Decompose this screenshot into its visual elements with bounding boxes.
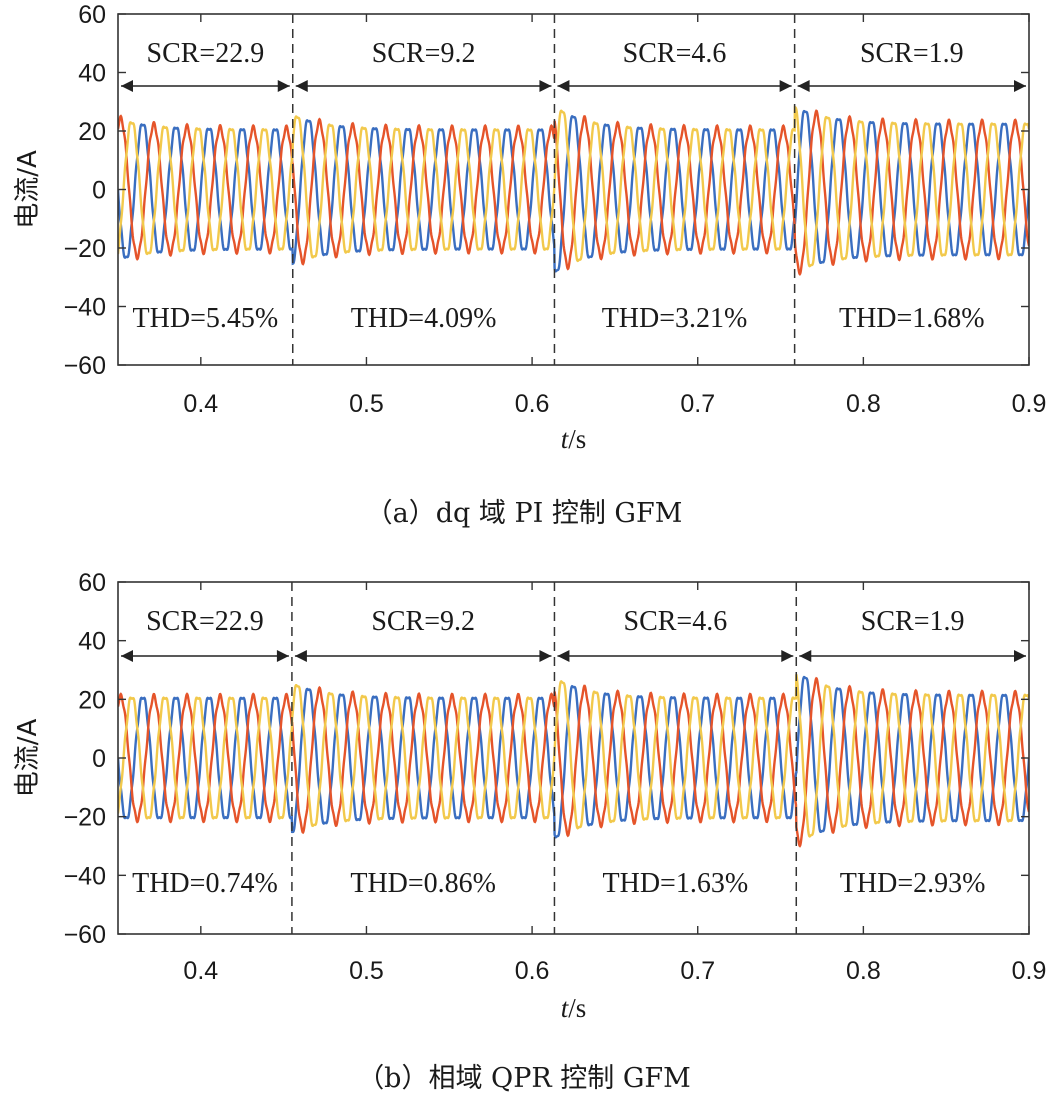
- scr-label: SCR=1.9: [860, 38, 964, 69]
- arrowhead-left: [797, 80, 810, 92]
- x-tick-label: 0.8: [846, 957, 881, 985]
- figure-caption: （a）dq 域 PI 控制 GFM: [366, 498, 683, 529]
- y-tick-label: −60: [64, 921, 106, 949]
- series-phase-yellow: [118, 674, 1029, 838]
- y-axis-label: 电流/A: [13, 150, 43, 229]
- y-tick-label: −20: [64, 235, 106, 263]
- arrowhead-left: [557, 650, 570, 662]
- thd-label: THD=3.21%: [602, 303, 748, 334]
- y-tick-label: −40: [64, 294, 106, 322]
- scr-label: SCR=22.9: [146, 606, 264, 637]
- scr-label: SCR=1.9: [861, 606, 965, 637]
- x-axis-label: t/s: [561, 424, 587, 454]
- scr-label: SCR=9.2: [371, 606, 475, 637]
- x-tick-label: 0.9: [1012, 390, 1047, 418]
- y-tick-label: 0: [92, 177, 106, 205]
- series-phase-yellow: [118, 105, 1029, 268]
- x-tick-label: 0.4: [183, 957, 218, 985]
- arrowhead-right: [277, 80, 290, 92]
- y-axis-label: 电流/A: [13, 719, 43, 798]
- x-axis-label: t/s: [561, 993, 587, 1023]
- thd-label: THD=5.45%: [133, 303, 279, 334]
- arrowhead-left: [799, 650, 812, 662]
- arrowhead-left: [295, 80, 308, 92]
- arrowhead-right: [539, 80, 552, 92]
- x-tick-label: 0.5: [349, 390, 384, 418]
- scr-label: SCR=9.2: [372, 38, 476, 69]
- y-tick-label: 60: [78, 1, 106, 29]
- waveform-traces: [118, 105, 1029, 276]
- arrowhead-right: [781, 650, 794, 662]
- x-tick-label: 0.7: [680, 390, 715, 418]
- scr-label: SCR=4.6: [623, 38, 727, 69]
- x-tick-label: 0.9: [1012, 957, 1047, 985]
- y-tick-label: 0: [92, 745, 106, 773]
- thd-label: THD=4.09%: [351, 303, 497, 334]
- y-tick-label: −60: [64, 352, 106, 380]
- arrowhead-right: [1014, 650, 1026, 662]
- arrowhead-right: [779, 80, 792, 92]
- x-tick-label: 0.6: [515, 390, 550, 418]
- y-tick-label: 20: [78, 686, 106, 714]
- waveform-traces: [118, 674, 1029, 848]
- arrowhead-right: [276, 650, 289, 662]
- scr-label: SCR=22.9: [147, 38, 265, 69]
- arrowhead-left: [294, 650, 307, 662]
- thd-label: THD=1.63%: [603, 868, 749, 899]
- thd-label: THD=2.93%: [840, 868, 986, 899]
- y-tick-label: −40: [64, 862, 106, 890]
- thd-label: THD=0.86%: [350, 868, 496, 899]
- figure-caption: （b）相域 QPR 控制 GFM: [357, 1063, 691, 1094]
- chart-panel-a: 60 40 20 0 −20 −40 −60 0.4 0.5 0.6 0.7 0.8 0.9 电流/A t/…: [13, 1, 1046, 529]
- y-tick-label: 40: [78, 628, 106, 656]
- thd-label: THD=0.74%: [132, 868, 278, 899]
- thd-label: THD=1.68%: [839, 303, 985, 334]
- y-tick-label: 20: [78, 118, 106, 146]
- arrowhead-left: [121, 650, 133, 662]
- arrowhead-left: [121, 80, 133, 92]
- x-tick-label: 0.8: [846, 390, 881, 418]
- arrowhead-right: [539, 650, 552, 662]
- x-tick-label: 0.6: [515, 957, 550, 985]
- x-tick-label: 0.5: [349, 957, 384, 985]
- chart-panel-b: 60 40 20 0 −20 −40 −60 0.4 0.5 0.6 0.7 0.8 0.9 电流/A t/…: [13, 569, 1046, 1094]
- x-tick-label: 0.7: [680, 957, 715, 985]
- y-tick-label: 60: [78, 569, 106, 597]
- y-tick-label: −20: [64, 804, 106, 832]
- x-tick-label: 0.4: [183, 390, 218, 418]
- arrowhead-left: [557, 80, 570, 92]
- scr-label: SCR=4.6: [624, 606, 728, 637]
- y-tick-label: 40: [78, 60, 106, 88]
- arrowhead-right: [1014, 80, 1026, 92]
